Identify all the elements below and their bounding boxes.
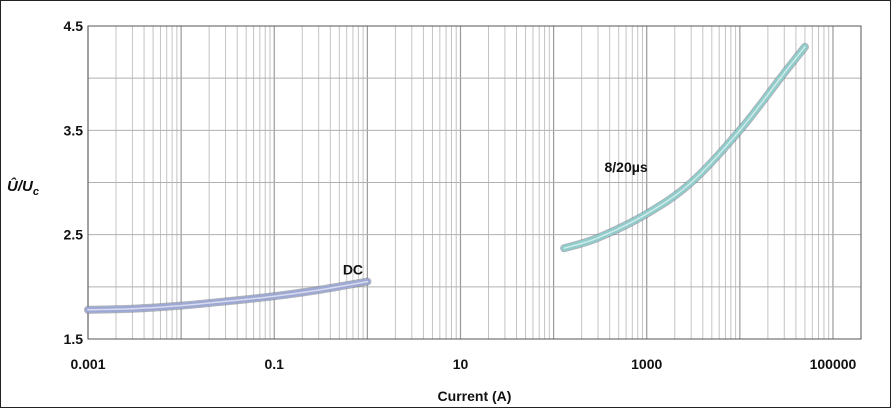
x-tick-labels: 0.001 0.1 10 1000 100000	[70, 356, 856, 372]
x-axis-label: Current (A)	[438, 388, 512, 404]
series-annotations: DC 8/20µs	[343, 159, 648, 277]
series-line-highlight	[563, 46, 806, 249]
x-tick-label: 0.1	[265, 356, 285, 372]
y-tick-label: 2.5	[64, 227, 84, 243]
y-tick-label: 1.5	[64, 331, 84, 347]
y-axis-label-subscript: c	[33, 186, 39, 198]
y-tick-label: 3.5	[64, 122, 84, 138]
x-tick-label: 10	[453, 356, 469, 372]
y-tick-label: 4.5	[64, 18, 84, 34]
x-tick-label: 100000	[810, 356, 857, 372]
x-tick-label: 0.001	[70, 356, 105, 372]
x-tick-label: 1000	[631, 356, 662, 372]
series-annotation: DC	[343, 261, 363, 277]
y-axis-label: Û/Uc	[7, 177, 39, 198]
series-annotation: 8/20µs	[605, 159, 648, 175]
y-tick-labels: 1.5 2.5 3.5 4.5	[64, 18, 84, 347]
y-axis-label-main: Û/U	[7, 177, 34, 195]
series-layer	[84, 42, 809, 314]
plot-border	[87, 25, 862, 340]
series-line-highlight	[87, 280, 369, 311]
